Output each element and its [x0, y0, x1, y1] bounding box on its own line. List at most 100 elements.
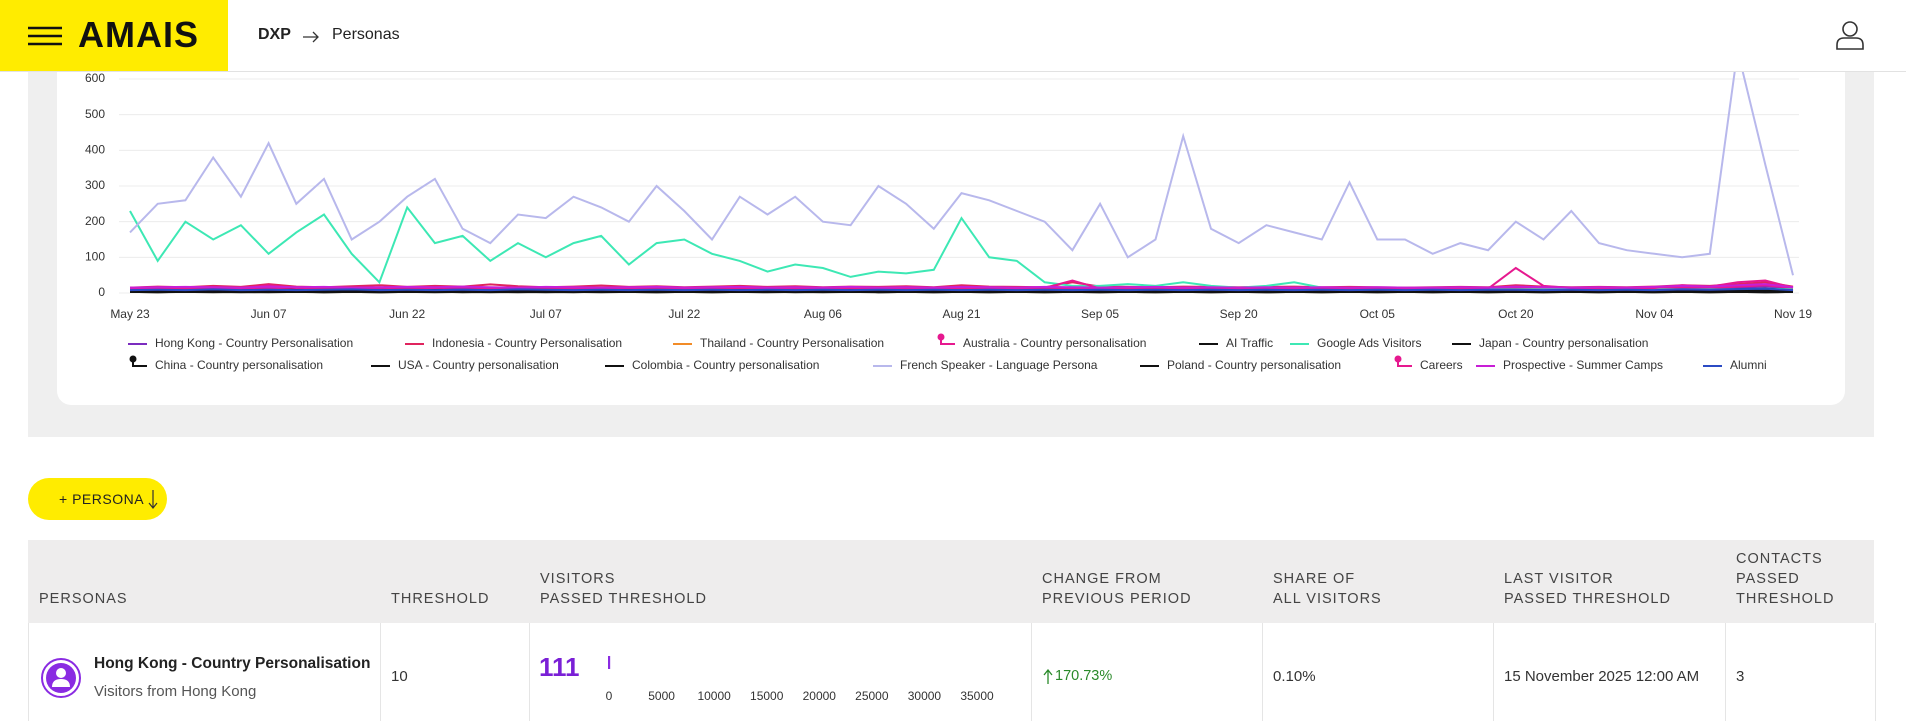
column-header-line: SHARE OF — [1273, 571, 1356, 587]
x-tick-label: Nov 19 — [1774, 307, 1812, 321]
legend-line — [940, 338, 955, 345]
legend-label: Prospective - Summer Camps — [1503, 358, 1663, 372]
legend-label: Japan - Country personalisation — [1479, 336, 1648, 350]
y-tick-label: 600 — [85, 71, 105, 85]
visitors-chart: 0 5000 10000 15000 20000 25000 30000 35000 — [606, 656, 994, 703]
y-tick-label: 500 — [85, 107, 105, 121]
column-separator — [380, 623, 381, 721]
column-header: PERSONAS — [39, 540, 128, 623]
column-header-line: VISITORS — [540, 571, 616, 587]
column-separator — [1262, 623, 1263, 721]
legend-label: Colombia - Country personalisation — [632, 358, 819, 372]
mini-tick-label: 20000 — [803, 689, 837, 703]
x-tick-label: Oct 20 — [1498, 307, 1534, 321]
y-tick-label: 100 — [85, 250, 105, 264]
legend-label: Australia - Country personalisation — [963, 336, 1146, 350]
y-tick-label: 400 — [85, 143, 105, 157]
button-arrow — [148, 490, 158, 509]
column-header: VISITORS PASSED THRESHOLD — [540, 540, 707, 623]
legend-label: Alumni — [1730, 358, 1767, 372]
column-header-line: PASSED — [1736, 571, 1800, 587]
mini-tick-label: 0 — [606, 689, 613, 703]
breadcrumb-current: Personas — [332, 26, 400, 43]
menu-icon[interactable] — [28, 26, 64, 46]
legend-label: USA - Country personalisation — [398, 358, 559, 372]
column-header-line: THRESHOLD — [391, 591, 490, 607]
series-line — [129, 205, 1794, 291]
mini-tick-label: 25000 — [855, 689, 889, 703]
column-header-line: PERSONAS — [39, 591, 128, 607]
legend-marker — [129, 355, 137, 363]
legend-label: Hong Kong - Country Personalisation — [155, 336, 353, 350]
share-value: 0.10% — [1273, 668, 1316, 685]
mini-tick-label: 10000 — [697, 689, 731, 703]
mini-tick-label: 35000 — [960, 689, 994, 703]
chart: 0 100 200 300 400 500 600 May 23 Jun 07 Jun 22 Jul… — [85, 50, 1812, 372]
x-tick-label: Sep 05 — [1081, 307, 1119, 321]
threshold: 10 — [391, 668, 408, 685]
x-tick-label: Oct 05 — [1360, 307, 1396, 321]
legend-line — [1397, 360, 1412, 367]
table-header — [28, 540, 1874, 623]
x-tick-label: Jun 22 — [389, 307, 425, 321]
legend-marker — [1394, 355, 1402, 363]
column-header-line: ALL VISITORS — [1273, 591, 1382, 607]
x-tick-label: Jul 22 — [668, 307, 700, 321]
mini-tick-label: 30000 — [908, 689, 942, 703]
legend-line — [132, 360, 147, 367]
column-separator — [529, 623, 530, 721]
persona-description: Visitors from Hong Kong — [94, 683, 257, 700]
legend-label: AI Traffic — [1226, 336, 1273, 350]
x-tick-label: Jul 07 — [530, 307, 562, 321]
legend-label: French Speaker - Language Persona — [900, 358, 1098, 372]
column-separator — [1493, 623, 1494, 721]
series-line — [129, 283, 1794, 289]
breadcrumb-link[interactable]: DXP — [258, 26, 291, 43]
legend-marker — [937, 333, 945, 341]
user-icon[interactable] — [1835, 20, 1865, 50]
series-line — [129, 266, 1794, 290]
column-separator — [1031, 623, 1032, 721]
change-arrow — [1043, 669, 1053, 684]
persona-name[interactable]: Hong Kong - Country Personalisation — [94, 655, 371, 672]
x-tick-label: Jun 07 — [251, 307, 287, 321]
legend-label: Indonesia - Country Personalisation — [432, 336, 622, 350]
legend-label: Google Ads Visitors — [1317, 336, 1422, 350]
column-header-line: PASSED THRESHOLD — [540, 591, 707, 607]
column-header-line: CONTACTS — [1736, 551, 1823, 567]
series-line — [129, 287, 1794, 292]
column-header-line: PASSED THRESHOLD — [1504, 591, 1671, 607]
table-row[interactable] — [28, 623, 1876, 721]
contacts: 3 — [1736, 668, 1745, 685]
x-tick-label: Aug 21 — [942, 307, 980, 321]
column-header-line: CHANGE FROM — [1042, 571, 1162, 587]
column-separator — [1725, 623, 1726, 721]
last-visitor: 15 November 2025 12:00 AM — [1504, 668, 1700, 685]
x-tick-label: Sep 20 — [1220, 307, 1258, 321]
legend-label: Careers — [1420, 358, 1463, 372]
column-header: LAST VISITOR PASSED THRESHOLD — [1504, 540, 1671, 623]
y-tick-label: 0 — [98, 285, 105, 299]
column-header-line: LAST VISITOR — [1504, 571, 1614, 587]
y-tick-label: 300 — [85, 178, 105, 192]
x-tick-label: May 23 — [110, 307, 150, 321]
y-tick-label: 200 — [85, 214, 105, 228]
add-persona-button[interactable]: + PERSONA — [28, 478, 167, 520]
x-tick-label: Nov 04 — [1635, 307, 1673, 321]
breadcrumb-arrow — [303, 31, 319, 43]
persona-avatar — [41, 658, 81, 698]
legend-label: Poland - Country personalisation — [1167, 358, 1341, 372]
column-header: CHANGE FROM PREVIOUS PERIOD — [1042, 540, 1192, 623]
button-label: + PERSONA — [59, 491, 145, 507]
logo[interactable]: AMAIS — [78, 14, 199, 55]
column-header: SHARE OF ALL VISITORS — [1273, 540, 1382, 623]
mini-tick-label: 15000 — [750, 689, 784, 703]
column-header-line: PREVIOUS PERIOD — [1042, 591, 1192, 607]
column-header: THRESHOLD — [391, 540, 489, 623]
change-value: 170.73% — [1055, 668, 1113, 684]
legend-label: Thailand - Country Personalisation — [700, 336, 884, 350]
column-header: CONTACTS PASSED THRESHOLD — [1736, 540, 1834, 623]
mini-tick-label: 5000 — [648, 689, 675, 703]
visitors-bar — [608, 656, 611, 669]
